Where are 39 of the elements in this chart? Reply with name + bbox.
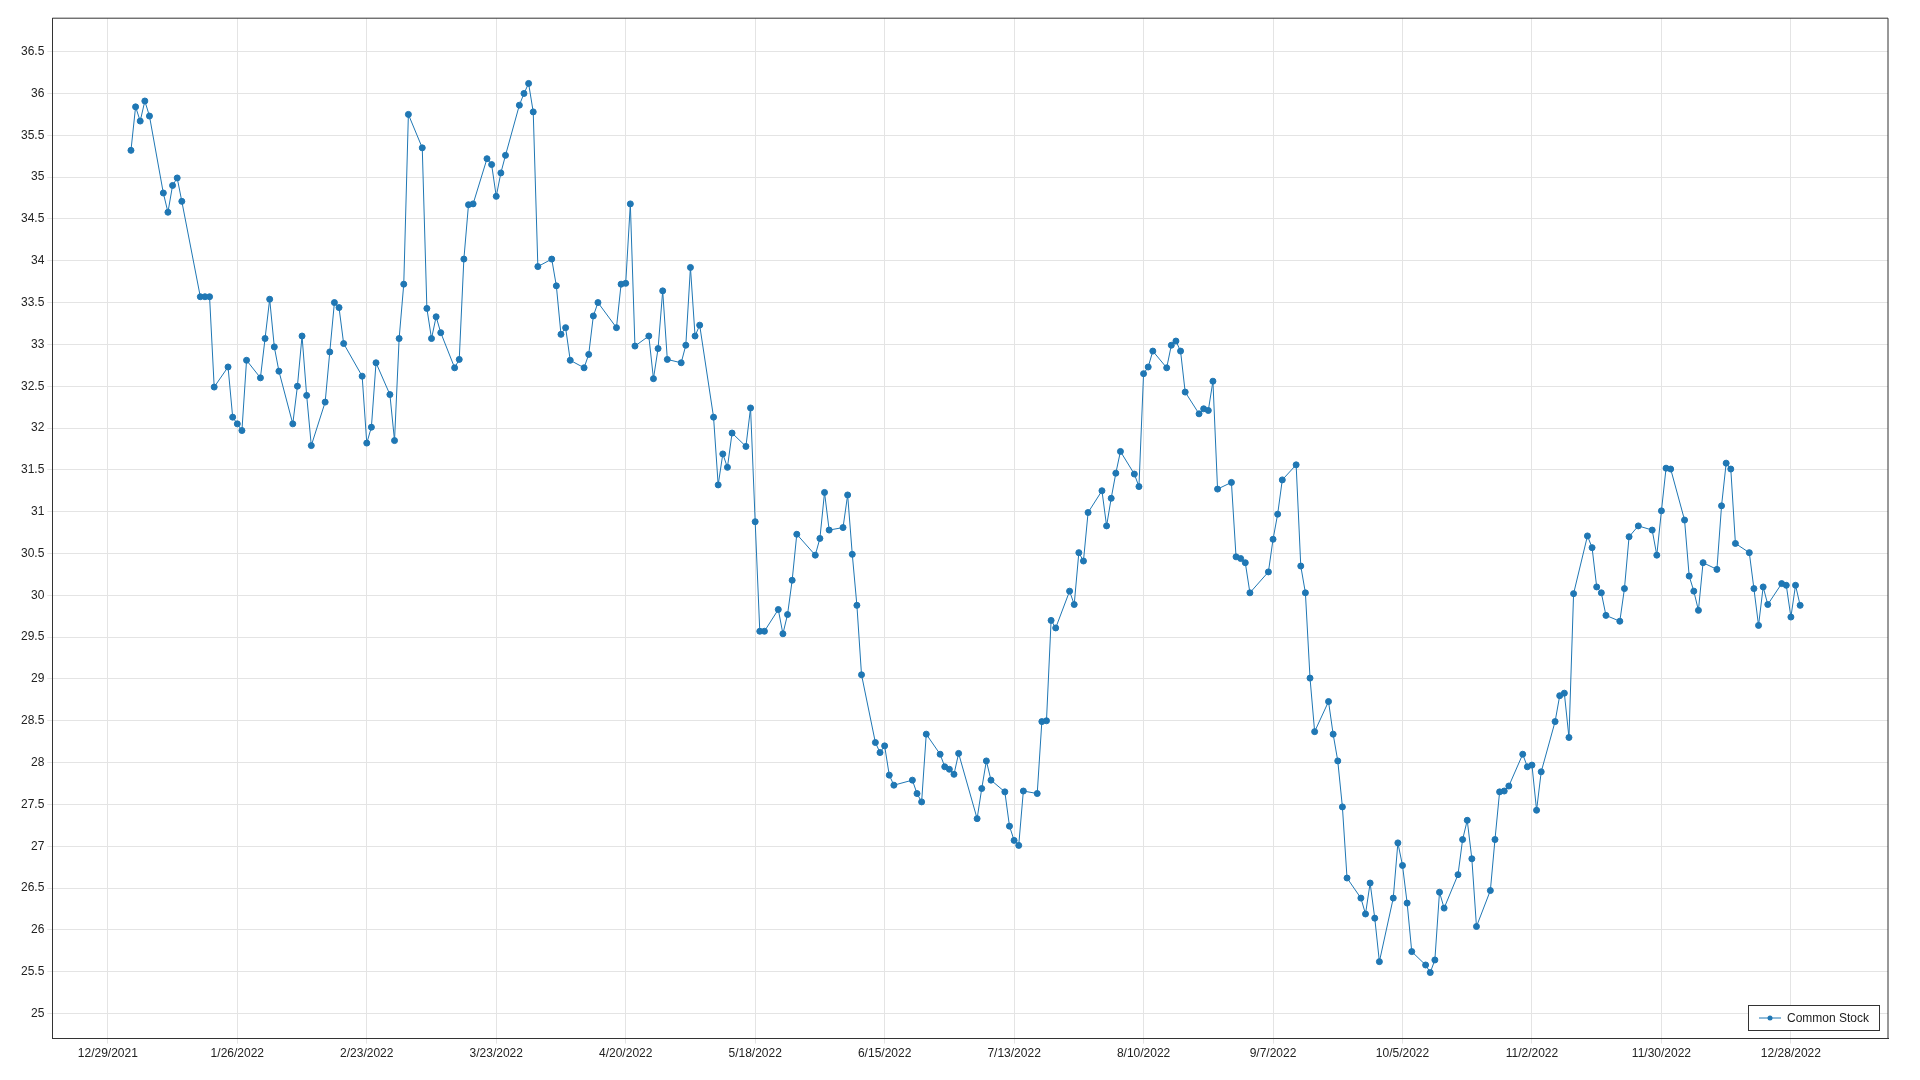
x-tick-label: 7/13/2022 <box>987 1046 1042 1061</box>
legend-label: Common Stock <box>1787 1010 1870 1025</box>
x-tick-label: 10/5/2022 <box>1375 1046 1430 1061</box>
x-tick-label: 6/15/2022 <box>857 1046 912 1061</box>
x-tick-label: 9/7/2022 <box>1249 1046 1297 1061</box>
x-tick-label: 3/23/2022 <box>469 1046 524 1061</box>
y-tick-label: 30.5 <box>21 545 45 560</box>
y-tick-label: 35 <box>31 169 45 184</box>
y-tick-label: 30 <box>31 587 45 602</box>
y-tick-label: 29.5 <box>21 629 45 644</box>
y-tick-label: 31.5 <box>21 462 45 477</box>
y-tick-label: 34 <box>31 253 45 268</box>
y-tick-label: 27.5 <box>21 796 45 811</box>
y-tick-label: 33 <box>31 336 45 351</box>
y-tick-label: 32 <box>31 420 45 435</box>
y-tick-label: 36 <box>31 85 45 100</box>
y-tick-label: 35.5 <box>21 127 45 142</box>
y-tick-label: 28 <box>31 754 45 769</box>
y-tick-label: 25.5 <box>21 964 45 978</box>
x-tick-label: 4/20/2022 <box>599 1046 653 1061</box>
y-tick-label: 26 <box>31 922 45 937</box>
y-tick-label: 28.5 <box>21 713 45 728</box>
x-tick-label: 5/18/2022 <box>728 1046 783 1061</box>
x-tick-label: 11/2/2022 <box>1505 1046 1559 1061</box>
y-tick-label: 33.5 <box>21 294 45 309</box>
x-tick-label: 1/26/2022 <box>210 1046 265 1061</box>
y-tick-label: 27 <box>31 838 45 853</box>
y-tick-label: 29 <box>31 671 45 686</box>
y-tick-label: 36.5 <box>21 43 45 58</box>
x-tick-label: 12/29/2021 <box>77 1046 139 1061</box>
y-tick-label: 31 <box>31 503 45 518</box>
y-tick-label: 26.5 <box>21 880 45 895</box>
x-tick-label: 2/23/2022 <box>340 1046 394 1061</box>
x-tick-label: 8/10/2022 <box>1116 1046 1171 1061</box>
x-tick-label: 11/30/2022 <box>1631 1046 1692 1061</box>
x-tick-label: 12/28/2022 <box>1760 1046 1822 1061</box>
y-tick-label: 25 <box>31 1005 45 1020</box>
y-tick-label: 34.5 <box>21 211 45 226</box>
y-tick-label: 32.5 <box>21 378 45 393</box>
